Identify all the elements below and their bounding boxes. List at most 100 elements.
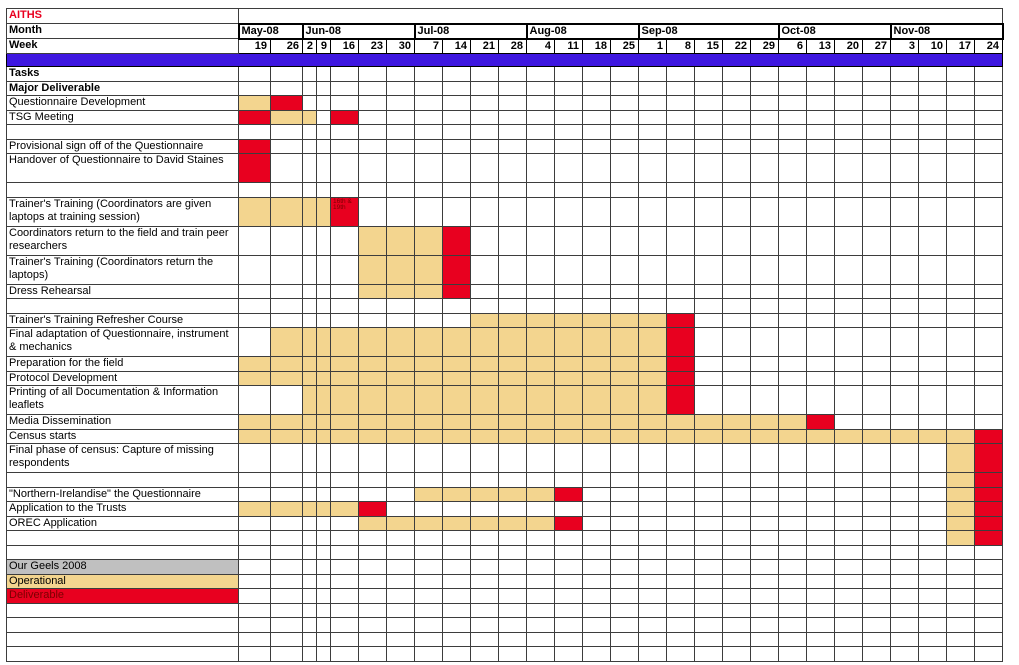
grid-cell[interactable]	[470, 298, 499, 314]
grid-cell[interactable]	[582, 66, 611, 82]
grid-cell[interactable]	[862, 254, 891, 285]
grid-cell[interactable]	[498, 182, 527, 198]
grid-cell[interactable]	[862, 588, 891, 604]
legend-label-cell[interactable]: Our Geels 2008	[6, 559, 239, 575]
grid-cell[interactable]	[750, 385, 779, 415]
grid-cell[interactable]	[890, 573, 919, 589]
grid-cell[interactable]	[862, 602, 891, 618]
task-label-cell[interactable]: Trainer's Training Refresher Course	[6, 312, 239, 328]
grid-cell[interactable]	[270, 385, 303, 415]
grid-cell[interactable]	[918, 617, 947, 633]
grid-cell[interactable]	[750, 588, 779, 604]
gantt-operational-cell[interactable]	[442, 486, 471, 502]
task-label-cell[interactable]: Printing of all Documentation & Informat…	[6, 385, 239, 415]
grid-cell[interactable]	[270, 617, 303, 633]
grid-cell[interactable]	[638, 544, 667, 560]
grid-cell[interactable]	[330, 443, 359, 473]
grid-cell[interactable]	[918, 327, 947, 357]
grid-cell[interactable]	[862, 385, 891, 415]
grid-cell[interactable]	[834, 573, 863, 589]
grid-cell[interactable]	[470, 196, 499, 227]
grid-cell[interactable]	[554, 588, 583, 604]
grid-cell[interactable]	[834, 312, 863, 328]
grid-cell[interactable]	[610, 153, 639, 183]
gantt-operational-cell[interactable]	[526, 312, 555, 328]
gantt-operational-cell[interactable]	[358, 385, 387, 415]
week-header-cell[interactable]: 18	[582, 38, 611, 54]
grid-cell[interactable]	[666, 225, 695, 256]
grid-cell[interactable]	[302, 138, 317, 154]
grid-cell[interactable]	[918, 66, 947, 82]
grid-cell[interactable]	[554, 298, 583, 314]
grid-cell[interactable]	[582, 588, 611, 604]
grid-cell[interactable]	[386, 182, 415, 198]
grid-cell[interactable]	[526, 153, 555, 183]
grid-cell[interactable]	[862, 370, 891, 386]
grid-cell[interactable]	[270, 515, 303, 531]
grid-cell[interactable]	[270, 153, 303, 183]
grid-cell[interactable]	[498, 138, 527, 154]
grid-cell[interactable]	[834, 646, 863, 662]
grid-cell[interactable]	[862, 80, 891, 96]
week-header-cell[interactable]: 8	[666, 38, 695, 54]
grid-cell[interactable]	[638, 443, 667, 473]
grid-cell[interactable]	[946, 631, 975, 647]
gantt-operational-cell[interactable]	[946, 428, 975, 444]
grid-cell[interactable]	[316, 646, 331, 662]
grid-cell[interactable]	[666, 124, 695, 140]
grid-cell[interactable]	[498, 153, 527, 183]
gantt-operational-cell[interactable]	[358, 327, 387, 357]
gantt-operational-cell[interactable]	[270, 414, 303, 430]
grid-cell[interactable]	[526, 66, 555, 82]
grid-cell[interactable]	[974, 559, 1003, 575]
grid-cell[interactable]	[722, 182, 751, 198]
grid-cell[interactable]	[918, 385, 947, 415]
grid-cell[interactable]	[918, 182, 947, 198]
grid-cell[interactable]	[638, 95, 667, 111]
grid-cell[interactable]	[526, 196, 555, 227]
gantt-operational-cell[interactable]	[238, 501, 271, 517]
gantt-operational-cell[interactable]	[470, 414, 499, 430]
grid-cell[interactable]	[946, 588, 975, 604]
grid-cell[interactable]	[750, 283, 779, 299]
grid-cell[interactable]	[610, 646, 639, 662]
grid-cell[interactable]	[386, 298, 415, 314]
grid-cell[interactable]	[498, 530, 527, 546]
grid-cell[interactable]	[526, 588, 555, 604]
grid-cell[interactable]	[946, 225, 975, 256]
grid-cell[interactable]	[442, 80, 471, 96]
grid-cell[interactable]	[414, 124, 443, 140]
grid-cell[interactable]	[694, 254, 723, 285]
grid-cell[interactable]	[638, 472, 667, 488]
grid-cell[interactable]	[330, 298, 359, 314]
gantt-operational-cell[interactable]	[442, 385, 471, 415]
grid-cell[interactable]	[358, 573, 387, 589]
grid-cell[interactable]	[890, 182, 919, 198]
grid-cell[interactable]	[330, 559, 359, 575]
gantt-operational-cell[interactable]	[386, 515, 415, 531]
grid-cell[interactable]	[806, 515, 835, 531]
grid-cell[interactable]	[862, 559, 891, 575]
gantt-operational-cell[interactable]	[330, 385, 359, 415]
gantt-operational-cell[interactable]	[526, 428, 555, 444]
grid-cell[interactable]	[862, 124, 891, 140]
grid-cell[interactable]	[722, 631, 751, 647]
gantt-operational-cell[interactable]	[414, 225, 443, 256]
grid-cell[interactable]	[316, 530, 331, 546]
task-label-cell[interactable]: Final adaptation of Questionnaire, instr…	[6, 327, 239, 357]
grid-cell[interactable]	[270, 182, 303, 198]
grid-cell[interactable]	[554, 109, 583, 125]
grid-cell[interactable]	[316, 80, 331, 96]
grid-cell[interactable]	[946, 153, 975, 183]
grid-cell[interactable]	[582, 646, 611, 662]
grid-cell[interactable]	[918, 573, 947, 589]
grid-cell[interactable]	[806, 573, 835, 589]
grid-cell[interactable]	[554, 95, 583, 111]
grid-cell[interactable]	[918, 312, 947, 328]
grid-cell[interactable]	[806, 312, 835, 328]
grid-cell[interactable]	[722, 225, 751, 256]
grid-cell[interactable]	[358, 443, 387, 473]
grid-cell[interactable]	[316, 443, 331, 473]
empty-task-cell[interactable]	[6, 617, 239, 633]
gantt-deliverable-cell[interactable]	[442, 254, 471, 285]
